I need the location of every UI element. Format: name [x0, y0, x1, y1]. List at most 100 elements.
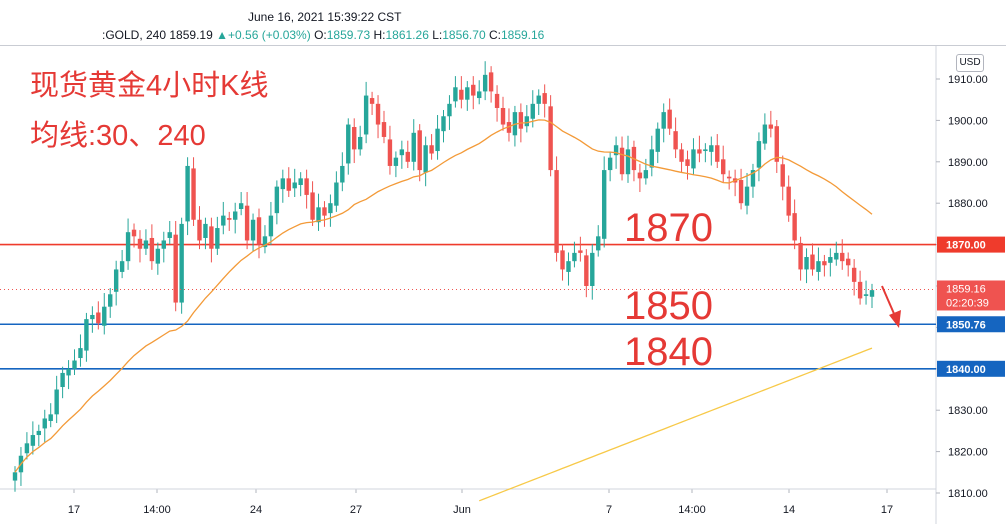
price-axis-label: 1820.00 — [948, 447, 988, 459]
candle-body — [488, 72, 494, 92]
candle-body — [459, 89, 464, 100]
candle-body — [286, 178, 291, 191]
time-axis-label: 14 — [783, 504, 795, 516]
level-price-tag — [937, 360, 1005, 377]
candle-body — [161, 240, 166, 249]
candle-body — [96, 312, 101, 324]
candle-body — [233, 211, 238, 220]
low-value: 1856.70 — [442, 28, 486, 42]
candle-body — [250, 219, 256, 241]
candle-body — [607, 157, 613, 171]
price-axis-label: 1910.00 — [948, 74, 988, 86]
candle-body — [810, 254, 815, 270]
candle-body — [399, 149, 405, 156]
candle-body — [542, 93, 547, 104]
candle-body — [596, 236, 601, 251]
candle-body — [750, 170, 756, 187]
candle-body — [173, 234, 178, 303]
candle-body — [679, 149, 684, 162]
high-label: H: — [373, 28, 386, 42]
header-quote: :GOLD, 240 1859.19 ▲+0.56 (+0.03%) O:185… — [102, 28, 544, 42]
candle-body — [685, 159, 690, 166]
candle-body — [108, 294, 113, 307]
header-datetime: June 16, 2021 15:39:22 CST — [248, 10, 402, 24]
candle-body — [352, 127, 357, 150]
candle-body — [340, 165, 345, 183]
price-chart[interactable]: 1810.001820.001830.001840.001850.001860.… — [0, 46, 1006, 524]
candle-body — [113, 269, 119, 292]
level-price-label: 1870.00 — [946, 240, 986, 252]
candle-body — [697, 149, 702, 154]
candle-body — [197, 219, 202, 241]
candle-body — [863, 294, 869, 296]
candle-body — [453, 87, 458, 102]
price-axis-label: 1900.00 — [948, 115, 988, 127]
candle-body — [369, 98, 375, 104]
currency-badge[interactable]: USD — [956, 54, 984, 72]
candle-body — [185, 165, 190, 222]
annotation-ma-label: 均线:30、240 — [30, 120, 206, 152]
candle-body — [298, 178, 303, 185]
candle-body — [137, 238, 143, 249]
candle-body — [744, 186, 750, 206]
candle-body — [30, 435, 36, 446]
candle-body — [102, 306, 107, 326]
candle-body — [477, 91, 482, 99]
candle-body — [78, 348, 83, 359]
candle-body — [471, 84, 476, 96]
open-value: 1859.73 — [326, 28, 371, 42]
price-axis-label: 1830.00 — [948, 405, 988, 417]
annotation-title: 现货黄金4小时K线 — [30, 70, 269, 102]
candle-body — [548, 106, 553, 171]
candle-body — [822, 261, 827, 266]
candle-body — [149, 237, 155, 262]
level-price-label: 1850.76 — [946, 319, 986, 331]
high-value: 1861.26 — [385, 28, 429, 42]
candle-body — [566, 261, 571, 272]
candle-body — [834, 252, 839, 260]
candle-body — [798, 242, 803, 270]
ma30-line — [14, 119, 873, 473]
candle-body — [209, 226, 214, 249]
candle-body — [655, 128, 660, 152]
candle-body — [411, 132, 416, 162]
candle-body — [768, 124, 774, 129]
candle-body — [54, 389, 59, 415]
candle-body — [84, 319, 89, 351]
candle-body — [601, 170, 607, 239]
candle-body — [560, 250, 565, 270]
last-price: 1859.19 — [169, 28, 213, 42]
candle-body — [363, 95, 369, 135]
candle-body — [238, 203, 244, 209]
candle-body — [726, 176, 732, 179]
candle-body — [322, 207, 327, 216]
candle-body — [590, 252, 595, 286]
candle-body — [48, 414, 53, 421]
price-axis-label: 1810.00 — [948, 488, 988, 500]
candle-body — [125, 232, 131, 262]
candle-body — [221, 215, 226, 226]
candle-body — [215, 228, 220, 249]
price-axis-label: 1890.00 — [948, 157, 988, 169]
candle-body — [786, 186, 791, 216]
candle-body — [828, 257, 833, 263]
down-arrow-icon — [889, 310, 901, 328]
candle-body — [738, 180, 744, 204]
candle-body — [280, 178, 286, 190]
candle-body — [262, 236, 268, 248]
low-label: L: — [432, 28, 443, 42]
candle-body — [316, 207, 321, 223]
candle-body — [346, 124, 351, 164]
candle-body — [691, 149, 696, 169]
candle-body — [357, 136, 363, 150]
symbol-label[interactable]: :GOLD, 240 — [102, 28, 167, 42]
candle-body — [637, 172, 643, 179]
candle-body — [756, 141, 762, 168]
chart-area[interactable]: 1810.001820.001830.001840.001850.001860.… — [0, 45, 1006, 524]
candle-body — [780, 164, 785, 187]
time-axis-label: 24 — [250, 504, 262, 516]
candle-body — [649, 149, 654, 168]
candle-body — [715, 145, 720, 162]
candle-body — [619, 147, 625, 175]
candle-body — [244, 205, 250, 241]
